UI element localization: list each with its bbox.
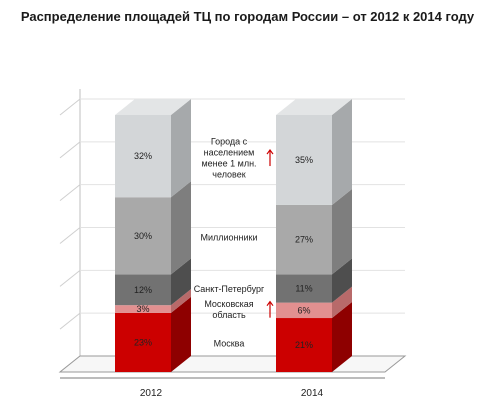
bar-2012-4 bbox=[115, 115, 171, 198]
bar-2012-1 bbox=[115, 305, 171, 313]
bar-side-2014-1 bbox=[332, 286, 352, 319]
bar-2014-2 bbox=[276, 274, 332, 303]
segment-label-4: Города с населением менее 1 млн. человек bbox=[201, 137, 256, 180]
segment-label-0: Москва bbox=[214, 339, 245, 349]
data-label-2014-3: 27% bbox=[295, 235, 313, 245]
bar-2012-2 bbox=[115, 274, 171, 306]
bar-side-2014-2 bbox=[332, 258, 352, 303]
x-tick-2014: 2014 bbox=[301, 388, 324, 399]
bar-top-2012 bbox=[115, 99, 191, 115]
grid-line-side bbox=[59, 98, 81, 116]
chart-title: Распределение площадей ТЦ по городам Рос… bbox=[20, 9, 475, 24]
bar-side-2012-0 bbox=[171, 296, 191, 372]
bar-side-2012-4 bbox=[171, 99, 191, 198]
data-label-2012-3: 30% bbox=[134, 231, 152, 241]
data-label-2014-1: 6% bbox=[297, 305, 310, 315]
segment-label-2: Санкт-Петербург bbox=[194, 284, 265, 294]
grid-line-side bbox=[59, 227, 81, 244]
data-label-2012-4: 32% bbox=[134, 151, 152, 161]
chart-floor bbox=[58, 355, 407, 373]
data-label-2012-2: 12% bbox=[134, 285, 152, 295]
segment-label-3: Миллионники bbox=[201, 233, 258, 243]
bar-2014-1 bbox=[276, 302, 332, 319]
increase-arrow-head-icon bbox=[266, 300, 274, 307]
bar-side-2014-4 bbox=[332, 99, 352, 205]
data-label-2014-2: 11% bbox=[295, 283, 312, 293]
increase-arrow-head-icon bbox=[266, 149, 274, 155]
x-tick-2012: 2012 bbox=[140, 388, 163, 399]
data-label-2014-4: 35% bbox=[295, 155, 313, 165]
bar-side-2012-1 bbox=[171, 289, 191, 313]
data-label-2012-1: 3% bbox=[136, 304, 149, 314]
grid-line-side bbox=[59, 141, 81, 159]
bar-side-2014-3 bbox=[332, 188, 352, 275]
bar-side-2012-3 bbox=[171, 181, 191, 275]
bar-side-2012-2 bbox=[171, 258, 191, 306]
bar-2014-4 bbox=[276, 115, 332, 205]
bar-2014-0 bbox=[276, 318, 332, 372]
data-label-2012-0: 23% bbox=[134, 337, 152, 347]
grid-line-side bbox=[59, 184, 81, 202]
bar-2014-3 bbox=[276, 204, 332, 275]
grid-line-side bbox=[59, 312, 81, 330]
data-label-2014-0: 21% bbox=[295, 340, 313, 350]
bar-2012-0 bbox=[115, 312, 171, 372]
bar-top-2014 bbox=[276, 99, 352, 115]
bar-side-2014-0 bbox=[332, 302, 352, 372]
segment-label-1: Московская область bbox=[204, 299, 253, 320]
bar-2012-3 bbox=[115, 197, 171, 275]
grid-line-side bbox=[59, 269, 81, 287]
